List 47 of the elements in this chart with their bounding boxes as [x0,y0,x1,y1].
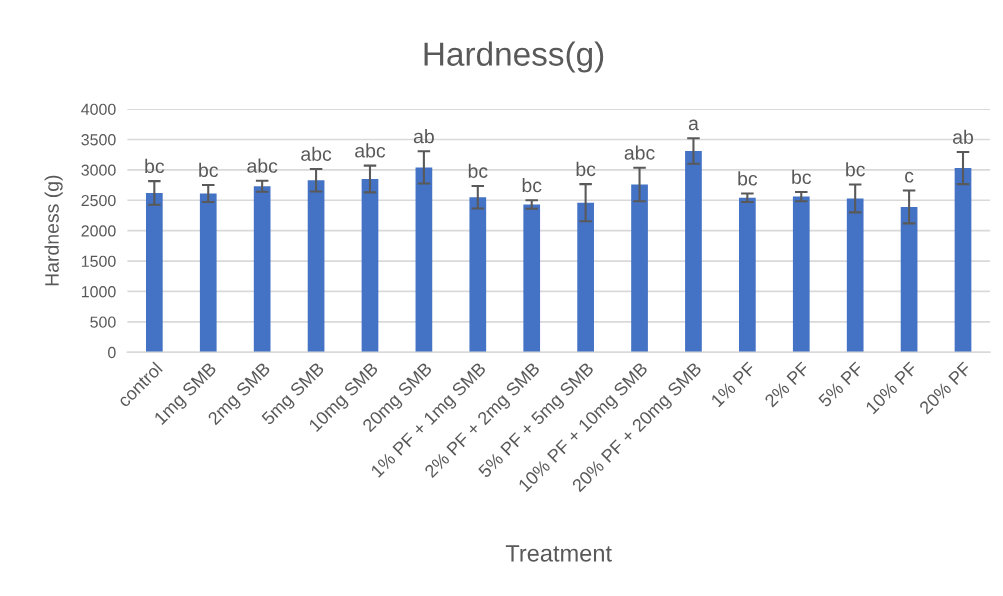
annotation: bc [846,162,865,177]
bar [145,192,163,353]
annotation: bc [522,177,542,193]
annotation: bc [199,162,218,178]
annotation: bc [145,158,165,174]
annotation: ab [953,129,974,144]
annotation: bc [792,169,812,185]
bar [253,186,271,353]
annotation: a [688,119,699,131]
bar [954,168,972,353]
bar [469,197,487,353]
annotation: abc [624,145,655,160]
y-tick-label: 3000 [81,164,116,176]
bar [739,197,756,353]
bar [631,184,648,353]
x-tick-label: 1% PF [710,361,757,408]
annotation: bc [468,163,488,178]
bar [307,180,325,353]
chart-title: Hardness(g) [424,41,604,73]
annotation: bc [576,161,596,177]
y-tick-label: 1500 [81,255,116,267]
annotation: ab [413,129,434,144]
x-tick-label: 5% PF [817,361,865,408]
bar [900,206,918,353]
y-axis-title: Hardness (g) [44,175,63,286]
annotation: bc [738,171,758,186]
y-tick-label: 3500 [81,134,116,146]
bar [792,196,810,353]
y-tick-label: 4000 [81,103,116,116]
y-tick-label: 2500 [81,194,116,207]
y-tick-label: 500 [90,316,116,328]
y-tick-label: 1000 [81,286,116,298]
bar [523,204,541,353]
annotation: abc [355,143,386,158]
bar [199,193,217,353]
x-axis-title: Treatment [505,545,612,562]
bar [685,151,702,353]
annotation: abc [301,146,332,161]
x-tick-label: 2% PF [763,361,811,408]
bar [846,198,864,353]
annotation: c [905,171,914,183]
bar [415,167,433,353]
bar [577,202,594,353]
bar [361,178,379,353]
y-tick-label: 0 [108,346,116,359]
y-tick-label: 2000 [81,225,116,237]
annotation: abc [247,158,278,173]
